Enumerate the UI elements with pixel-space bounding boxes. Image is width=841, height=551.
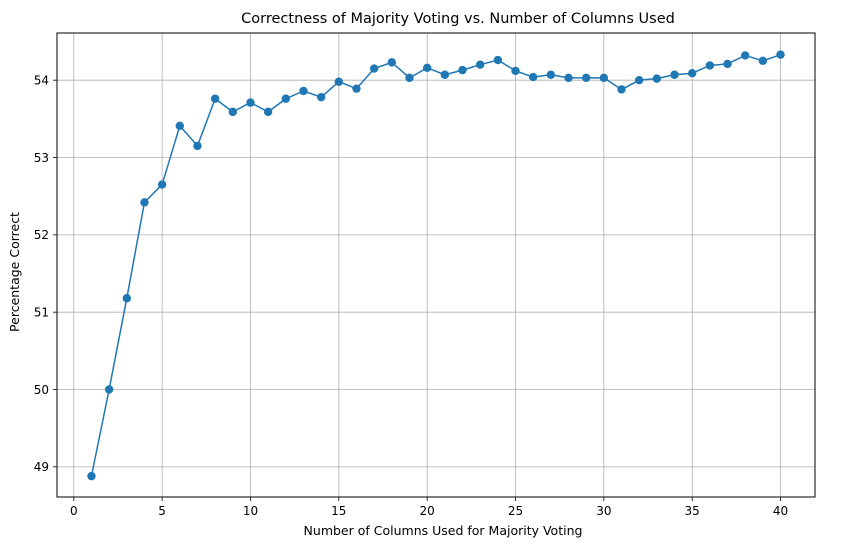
data-point — [422, 63, 432, 72]
x-tick-label: 20 — [420, 504, 435, 518]
data-point — [228, 107, 238, 117]
y-tick-label: 53 — [34, 151, 49, 165]
data-point — [599, 73, 609, 83]
data-point — [741, 51, 750, 60]
y-axis-ticks: 49 50 51 52 53 54 — [34, 73, 57, 474]
data-point — [405, 73, 414, 83]
x-axis-ticks: 0 5 10 15 20 25 30 35 40 — [70, 497, 788, 518]
series-line — [90, 53, 781, 477]
y-axis-label: Percentage Correct — [7, 212, 22, 332]
data-point — [299, 86, 308, 96]
series-group — [87, 50, 785, 481]
x-tick-label: 15 — [331, 504, 346, 518]
data-point — [369, 64, 379, 73]
y-tick-label: 51 — [34, 305, 49, 319]
chart-title: Correctness of Majority Voting vs. Numbe… — [241, 11, 675, 27]
data-point — [352, 84, 361, 93]
data-point — [652, 74, 662, 83]
y-tick-label: 52 — [34, 228, 49, 242]
x-tick-label: 35 — [685, 504, 700, 518]
data-point — [334, 77, 344, 86]
data-point — [281, 94, 291, 103]
x-axis-label: Number of Columns Used for Majority Voti… — [304, 523, 583, 538]
data-point — [316, 92, 326, 102]
data-point — [122, 294, 131, 303]
data-point — [210, 94, 220, 103]
data-point — [493, 55, 503, 65]
x-tick-label: 30 — [596, 504, 611, 518]
y-tick-label: 54 — [34, 73, 49, 87]
x-tick-label: 5 — [158, 504, 166, 518]
data-point — [104, 385, 114, 394]
data-point — [758, 56, 768, 66]
y-tick-label: 50 — [34, 383, 49, 397]
data-point — [617, 85, 626, 94]
data-point — [528, 72, 538, 82]
x-tick-label: 10 — [243, 504, 258, 518]
data-point — [175, 121, 184, 130]
x-tick-label: 0 — [70, 504, 78, 518]
grid — [57, 33, 815, 497]
x-tick-label: 40 — [773, 504, 788, 518]
data-point — [458, 65, 467, 75]
x-tick-label: 25 — [508, 504, 523, 518]
data-point — [440, 70, 450, 79]
data-point — [193, 141, 202, 151]
data-point — [475, 60, 485, 69]
data-point — [246, 98, 255, 107]
data-point — [140, 198, 149, 207]
data-point — [705, 61, 715, 70]
data-point — [688, 69, 697, 78]
data-point — [564, 73, 573, 83]
data-point — [634, 75, 644, 85]
plot-frame — [56, 32, 816, 498]
data-point — [87, 471, 96, 481]
data-point — [387, 58, 397, 67]
data-point — [776, 50, 785, 59]
data-point — [581, 73, 591, 83]
data-point — [511, 66, 520, 76]
data-point — [263, 107, 273, 117]
y-tick-label: 49 — [34, 460, 49, 474]
data-point — [157, 180, 167, 189]
data-point — [723, 59, 732, 69]
data-point — [670, 70, 679, 79]
data-point — [546, 70, 556, 79]
